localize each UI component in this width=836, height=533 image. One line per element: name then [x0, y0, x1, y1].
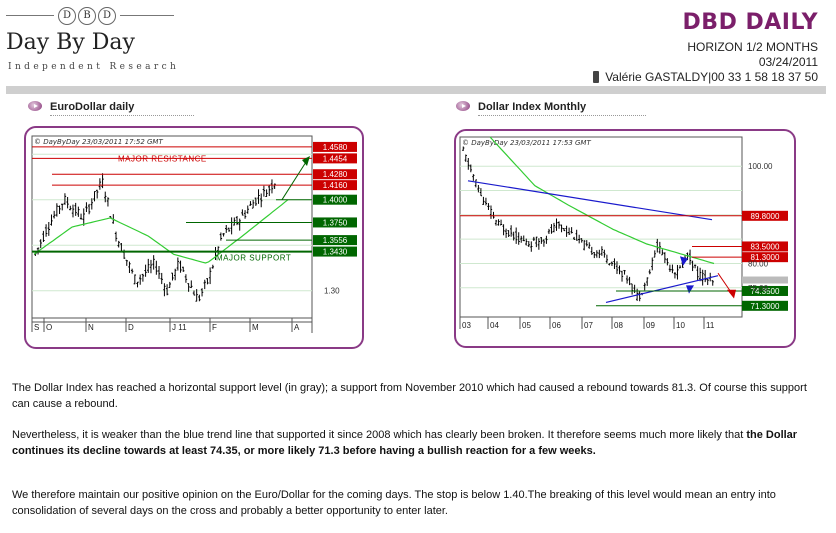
y-tick-label: 75.00 [748, 284, 769, 293]
trend-arrow-icon [680, 256, 688, 266]
x-tick-label: A [294, 323, 300, 332]
x-tick-label: J 11 [172, 323, 187, 332]
header-divider [6, 86, 826, 94]
phone-icon [593, 71, 600, 83]
level-label: 1.3556 [323, 236, 348, 245]
x-tick-label: 05 [522, 321, 531, 330]
paragraph-2: Nevertheless, it is weaker than the blue… [12, 427, 812, 459]
level-label-box [313, 153, 357, 164]
moving-average-line [33, 199, 289, 264]
x-tick-label: S [34, 323, 39, 332]
horizon-text: HORIZON 1/2 MONTHS [687, 40, 818, 54]
annotation-major-support: MAJOR SUPPORT [216, 254, 291, 263]
x-tick-label: 11 [706, 321, 715, 330]
brand-title: DBD DAILY [682, 10, 818, 35]
level-label: 83.5000 [751, 242, 780, 251]
level-label: 1.3430 [323, 248, 348, 257]
logo-letter: D [98, 7, 116, 25]
play-bullet-icon [28, 101, 42, 111]
level-label: 1.4280 [323, 170, 348, 179]
logo-name: Day By Day [6, 30, 135, 55]
x-tick-label: N [88, 323, 94, 332]
level-label-box [313, 169, 357, 180]
level-label: 1.4160 [323, 181, 348, 190]
x-tick-label: 04 [490, 321, 499, 330]
plot-area [459, 136, 743, 318]
y-tick-label: 100.00 [748, 162, 773, 171]
annotation-major-resistance: MAJOR RESISTANCE [118, 154, 207, 163]
x-tick-label: 10 [676, 321, 685, 330]
level-label: 1.3750 [323, 218, 348, 227]
projection-arrow-line [281, 161, 307, 200]
x-tick-label: 03 [462, 321, 471, 330]
paragraph-1: The Dollar Index has reached a horizonta… [12, 382, 807, 410]
x-tick-label: 09 [646, 321, 655, 330]
right-panel-title-text: Dollar Index Monthly [478, 101, 587, 113]
logo-rule [6, 15, 174, 16]
paragraph-3: We therefore maintain our positive opini… [12, 489, 776, 517]
trend-line-upper [467, 180, 713, 221]
level-label-box [742, 285, 788, 296]
level-label: 89.8000 [751, 212, 780, 221]
level-label-box [742, 210, 788, 221]
left-panel-title-text: EuroDollar daily [50, 101, 135, 113]
x-tick-label: 08 [614, 321, 623, 330]
level-label: 81.3000 [751, 253, 780, 262]
level-label: 1.4454 [323, 154, 348, 163]
report-date: 03/24/2011 [758, 55, 818, 69]
eurodollar-chart: © DayByDay 23/03/2011 17:52 GMT 1.4580 1.4… [24, 126, 364, 349]
gray-support-box [742, 276, 788, 284]
dollar-index-chart-svg: © DayByDay 23/03/2011 17:53 GMT 89.8000 83… [459, 136, 788, 330]
level-label-box [742, 252, 788, 263]
logo: D B D Day By Day Independent Research [6, 6, 186, 76]
x-tick-label: O [46, 323, 52, 332]
x-tick-label: 06 [552, 321, 561, 330]
projection-arrow-head [727, 289, 736, 299]
contact-line: Valérie GASTALDY|00 33 1 58 18 37 50 [593, 70, 818, 84]
paragraph-2-a: Nevertheless, it is weaker than the blue… [12, 429, 747, 441]
left-panel-title: EuroDollar daily [28, 101, 195, 116]
x-tick-label: 07 [584, 321, 593, 330]
logo-letter: B [78, 7, 96, 25]
trend-arrow-icon [686, 285, 694, 294]
paragraph-2-bold: the Dollar continues its decline towards… [12, 429, 798, 457]
level-label: 1.4000 [323, 196, 348, 205]
dollar-index-chart: © DayByDay 23/03/2011 17:53 GMT 89.8000 83… [454, 129, 796, 348]
x-tick-label: M [252, 323, 259, 332]
plot-area [31, 135, 313, 319]
y-tick-label: 80.00 [748, 259, 769, 268]
level-label: 1.4580 [323, 143, 348, 152]
chart-stamp: © DayByDay 23/03/2011 17:53 GMT [462, 139, 591, 147]
level-label-box [313, 217, 357, 228]
level-label-box [313, 246, 357, 257]
level-label: 71.3000 [751, 302, 780, 311]
level-label-box [313, 141, 357, 152]
logo-letter: D [58, 7, 76, 25]
eurodollar-chart-svg: © DayByDay 23/03/2011 17:52 GMT 1.4580 1.4… [31, 135, 357, 333]
x-tick-label: D [128, 323, 134, 332]
contact-text: Valérie GASTALDY|00 33 1 58 18 37 50 [605, 70, 818, 84]
y-tick-label: 1.30 [324, 287, 340, 296]
right-panel-title: Dollar Index Monthly [456, 101, 647, 116]
logo-subtitle: Independent Research [8, 62, 180, 72]
level-label-box [313, 235, 357, 246]
chart-stamp: © DayByDay 23/03/2011 17:52 GMT [34, 138, 163, 146]
moving-average-line [489, 136, 715, 265]
play-bullet-icon [456, 101, 470, 111]
level-label-box [313, 194, 357, 205]
logo-letters: D B D [58, 7, 116, 25]
trend-line-lower [605, 275, 719, 303]
level-label-box [313, 180, 357, 191]
x-tick-label: F [212, 323, 217, 332]
level-label-box [742, 300, 788, 311]
level-label: 74.3500 [751, 287, 780, 296]
projection-arrow-head [302, 156, 310, 166]
level-label-box [742, 241, 788, 252]
